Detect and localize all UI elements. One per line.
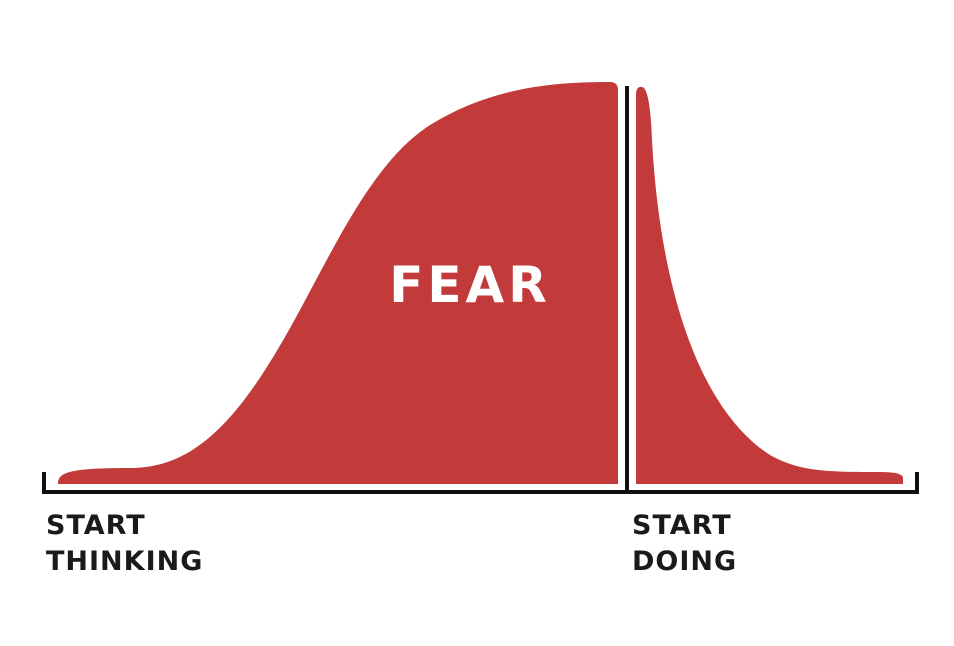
timeline-axis — [42, 472, 919, 494]
start-doing-label-line1: START — [632, 510, 732, 541]
start-thinking-label-line1: START — [46, 510, 146, 541]
fear-label: FEAR — [389, 256, 551, 314]
fear-falling-area — [636, 86, 903, 485]
fear-rising-area — [58, 82, 618, 484]
start-doing-label-line2: DOING — [632, 546, 738, 577]
start-thinking-label-line2: THINKING — [46, 546, 204, 577]
